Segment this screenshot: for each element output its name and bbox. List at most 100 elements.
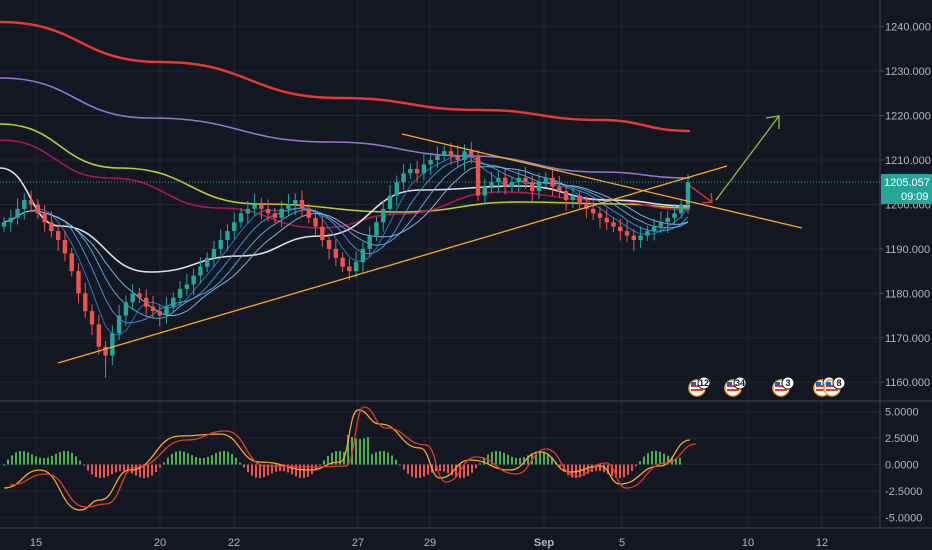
candle bbox=[509, 176, 515, 192]
resistance-trendline[interactable] bbox=[401, 133, 803, 229]
candle bbox=[191, 268, 196, 296]
macd-histogram-bar bbox=[307, 464, 309, 477]
event-badge[interactable]: 3 bbox=[772, 376, 795, 397]
macd-pane[interactable] bbox=[3, 406, 697, 511]
macd-histogram-bar bbox=[75, 456, 77, 465]
macd-histogram-bar bbox=[327, 455, 329, 465]
candle bbox=[530, 175, 535, 202]
macd-histogram-bar bbox=[663, 453, 665, 465]
candle bbox=[631, 228, 637, 251]
macd-histogram-bar bbox=[199, 458, 201, 465]
macd-histogram-bar bbox=[595, 464, 597, 471]
macd-histogram-bar bbox=[543, 451, 545, 465]
candle bbox=[665, 211, 670, 233]
macd-histogram-bar bbox=[95, 464, 97, 478]
candle bbox=[401, 164, 406, 191]
macd-histogram-bar bbox=[419, 464, 421, 478]
candle bbox=[455, 144, 460, 167]
macd-histogram-bar bbox=[167, 457, 169, 465]
ma-line-2 bbox=[0, 77, 691, 179]
event-badge[interactable]: 8 bbox=[823, 376, 846, 397]
macd-histogram-bar bbox=[535, 451, 537, 465]
candle bbox=[624, 220, 630, 243]
candle bbox=[414, 160, 420, 183]
macd-histogram-bar bbox=[415, 464, 417, 479]
macd-histogram-bar bbox=[71, 452, 73, 465]
candle bbox=[225, 224, 230, 251]
price-tick-label: 1190.000 bbox=[885, 244, 930, 256]
candle bbox=[137, 288, 142, 304]
candle bbox=[604, 208, 609, 231]
macd-histogram-bar bbox=[299, 464, 301, 478]
macd-histogram-bar bbox=[251, 464, 253, 476]
bullish-arrow[interactable] bbox=[715, 115, 780, 201]
candle bbox=[8, 209, 13, 232]
trendlines[interactable] bbox=[57, 133, 803, 364]
macd-histogram-bar bbox=[43, 458, 45, 465]
macd-histogram-bar bbox=[47, 457, 49, 465]
macd-histogram-bar bbox=[103, 464, 105, 478]
candle bbox=[489, 171, 494, 194]
macd-histogram-bar bbox=[35, 456, 37, 465]
candle bbox=[171, 292, 176, 312]
price-tick-label: 1160.000 bbox=[885, 377, 930, 389]
candle bbox=[469, 141, 474, 164]
price-axis[interactable]: 1240.0001230.0001220.0001210.0001200.000… bbox=[880, 22, 931, 525]
macd-histogram-bar bbox=[127, 464, 129, 472]
bearish-arrow[interactable] bbox=[689, 185, 713, 203]
candle bbox=[76, 263, 81, 303]
candle bbox=[353, 251, 359, 278]
support-trendline[interactable] bbox=[57, 165, 728, 364]
macd-histogram-bar bbox=[403, 464, 405, 470]
macd-histogram-bar bbox=[23, 451, 25, 465]
candle bbox=[651, 218, 657, 241]
macd-histogram-bar bbox=[515, 457, 517, 465]
macd-histogram-bar bbox=[119, 464, 121, 472]
macd-histogram-bar bbox=[447, 464, 449, 474]
macd-histogram-bar bbox=[147, 464, 149, 478]
time-axis[interactable]: 15 20 22 27 29 Sep 5 10 12 bbox=[30, 537, 828, 549]
macd-histogram-bar bbox=[411, 464, 413, 477]
macd-histogram-bar bbox=[551, 457, 553, 465]
macd-histogram-bar bbox=[111, 464, 113, 475]
event-badges[interactable]: 1234328 bbox=[688, 376, 846, 397]
macd-histogram-bar bbox=[587, 464, 589, 474]
macd-histogram-bar bbox=[267, 464, 269, 476]
candle bbox=[333, 239, 339, 266]
macd-histogram-bar bbox=[171, 453, 173, 465]
candle bbox=[672, 204, 677, 226]
macd-histogram-bar bbox=[499, 451, 501, 465]
candle bbox=[523, 167, 528, 189]
macd-histogram-bar bbox=[31, 454, 33, 465]
macd-histogram-bar bbox=[519, 458, 521, 465]
macd-histogram-bar bbox=[207, 456, 209, 465]
macd-histogram-bar bbox=[523, 457, 525, 465]
macd-histogram-bar bbox=[135, 464, 137, 476]
macd-histogram-bar bbox=[27, 452, 29, 465]
ma-line-1 bbox=[0, 20, 691, 133]
macd-histogram-bar bbox=[643, 456, 645, 465]
macd-histogram-bar bbox=[215, 453, 217, 465]
candle bbox=[42, 205, 47, 232]
event-badge[interactable]: 34 bbox=[724, 376, 747, 397]
candle bbox=[645, 225, 650, 241]
candle bbox=[570, 186, 576, 208]
event-badge[interactable]: 12 bbox=[688, 376, 711, 397]
macd-tick-label: 5.0000 bbox=[885, 407, 919, 419]
time-tick-label: Sep bbox=[534, 537, 554, 549]
arrows[interactable] bbox=[689, 115, 780, 204]
price-tick-label: 1220.000 bbox=[885, 111, 931, 123]
candle bbox=[360, 242, 366, 273]
macd-histogram-bar bbox=[203, 457, 205, 465]
candle bbox=[238, 208, 244, 228]
candle bbox=[638, 226, 643, 248]
macd-histogram-bar bbox=[235, 457, 237, 465]
macd-histogram-bar bbox=[3, 464, 5, 466]
macd-histogram-bar bbox=[527, 455, 529, 465]
macd-histogram-bar bbox=[455, 464, 457, 478]
candle bbox=[184, 273, 190, 296]
candle bbox=[123, 295, 129, 327]
macd-histogram-bar bbox=[287, 464, 289, 473]
macd-histogram-bar bbox=[359, 439, 361, 465]
